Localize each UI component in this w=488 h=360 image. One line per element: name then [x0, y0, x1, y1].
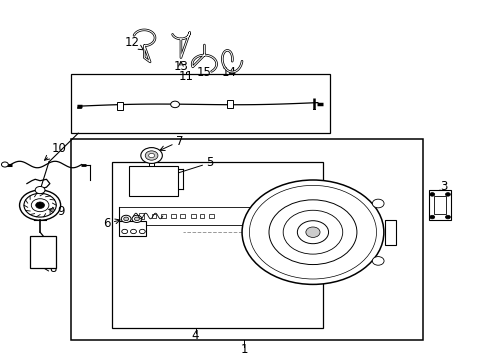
- Circle shape: [141, 148, 162, 163]
- Circle shape: [148, 153, 154, 158]
- Circle shape: [139, 229, 145, 234]
- Circle shape: [121, 215, 131, 222]
- Text: 4: 4: [191, 329, 199, 342]
- Text: 1: 1: [240, 343, 248, 356]
- Bar: [199, 214, 204, 218]
- Circle shape: [445, 193, 449, 196]
- Circle shape: [268, 200, 356, 265]
- Bar: [151, 213, 156, 219]
- Text: 5: 5: [157, 156, 214, 181]
- Circle shape: [134, 217, 139, 221]
- Bar: [119, 221, 145, 236]
- Bar: [128, 166, 177, 196]
- Bar: [30, 236, 56, 268]
- Circle shape: [305, 227, 320, 238]
- Circle shape: [371, 257, 383, 265]
- Circle shape: [242, 180, 383, 284]
- Bar: [71, 139, 422, 340]
- Bar: [384, 220, 395, 245]
- Circle shape: [122, 229, 127, 234]
- Circle shape: [31, 199, 49, 212]
- Bar: [433, 196, 446, 214]
- Circle shape: [429, 193, 434, 196]
- Circle shape: [429, 215, 434, 219]
- Bar: [112, 162, 322, 328]
- Bar: [171, 214, 176, 218]
- Text: 13: 13: [173, 60, 188, 73]
- Circle shape: [297, 221, 328, 244]
- Text: 8: 8: [44, 262, 57, 275]
- Circle shape: [283, 210, 342, 254]
- Text: 3: 3: [439, 180, 447, 195]
- Bar: [117, 102, 122, 110]
- Bar: [161, 213, 166, 218]
- Bar: [428, 190, 450, 220]
- Text: 15: 15: [197, 66, 211, 78]
- Text: 7: 7: [160, 135, 183, 150]
- Circle shape: [132, 215, 142, 222]
- Bar: [209, 214, 214, 218]
- Bar: [226, 100, 232, 108]
- Bar: [190, 214, 195, 218]
- Circle shape: [36, 202, 44, 208]
- Bar: [71, 74, 329, 133]
- Circle shape: [445, 215, 449, 219]
- Bar: [180, 214, 184, 218]
- Circle shape: [145, 151, 158, 160]
- Circle shape: [1, 162, 8, 167]
- Text: 10: 10: [44, 142, 66, 160]
- Text: 9: 9: [49, 205, 65, 218]
- Bar: [139, 213, 144, 219]
- Text: 14: 14: [221, 66, 236, 78]
- Text: 11: 11: [178, 70, 193, 83]
- Text: 12: 12: [124, 36, 143, 50]
- Text: 2: 2: [294, 235, 310, 255]
- Circle shape: [130, 229, 136, 234]
- Circle shape: [123, 217, 128, 221]
- Circle shape: [35, 186, 45, 194]
- Circle shape: [170, 101, 179, 108]
- Text: 6: 6: [102, 217, 120, 230]
- Circle shape: [371, 199, 383, 208]
